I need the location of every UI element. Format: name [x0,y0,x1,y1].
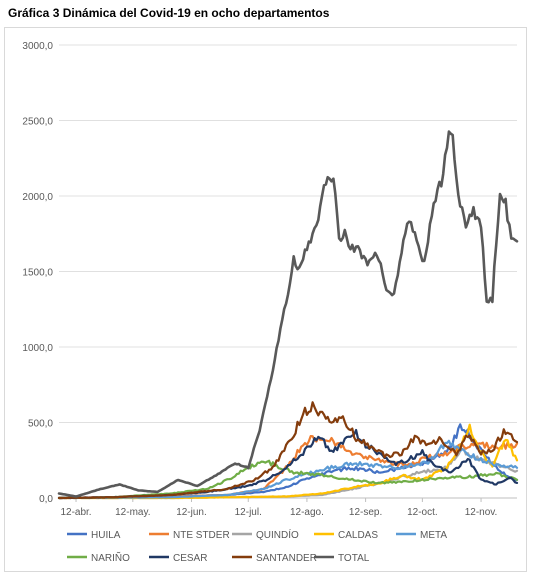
x-tick-label: 12-jul. [235,507,262,518]
legend-label: NARIÑO [91,551,130,564]
x-tick-label: 12-sep. [349,507,382,518]
series-lines [57,130,519,500]
y-tick-label: 0,0 [39,494,53,505]
legend-label: NTE STDER [173,530,230,541]
chart-title: Gráfica 3 Dinámica del Covid-19 en ocho … [8,6,330,20]
x-tick-label: 12-oct. [407,507,438,518]
x-tick-label: 12-nov. [465,507,498,518]
series-line-santander [57,401,519,500]
legend-label: META [420,530,447,541]
legend-label: TOTAL [338,553,370,564]
x-tick-label: 12-abr. [60,507,91,518]
gridlines [59,44,517,499]
legend: HUILA NTE STDER QUINDÍO CALDAS META NARIÑO CES… [67,528,447,564]
y-tick-label: 3000,0 [22,41,53,52]
y-tick-label: 1000,0 [22,343,53,354]
chart-frame: 0,0 500,0 1000,0 1500,0 2000,0 2500,0 3000,0 1… [4,27,527,572]
legend-label: QUINDÍO [256,528,299,541]
series-line-total [57,130,519,498]
legend-label: CALDAS [338,530,378,541]
x-axis-ticks: 12-abr. 12-may. 12-jun. 12-jul. 12-ago. 12-se… [60,498,497,518]
y-tick-label: 2000,0 [22,192,53,203]
x-tick-label: 12-ago. [290,507,324,518]
legend-label: CESAR [173,553,207,564]
y-tick-label: 500,0 [28,419,53,430]
series-line-quindío [57,447,519,500]
y-axis-ticks: 0,0 500,0 1000,0 1500,0 2000,0 2500,0 3000,0 [22,41,53,505]
legend-label: SANTANDER [256,553,317,564]
legend-label: HUILA [91,530,121,541]
y-tick-label: 2500,0 [22,117,53,128]
x-tick-label: 12-jun. [176,507,207,518]
chart-svg: 0,0 500,0 1000,0 1500,0 2000,0 2500,0 3000,0 1… [22,41,519,564]
y-tick-label: 1500,0 [22,268,53,279]
x-tick-label: 12-may. [115,507,150,518]
